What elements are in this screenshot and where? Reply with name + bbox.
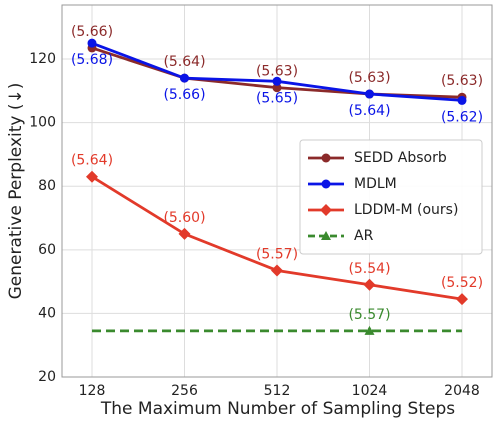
y-tick-label: 60 [38, 242, 56, 258]
marker [321, 179, 331, 189]
marker [456, 293, 468, 306]
point-label: (5.63) [256, 64, 298, 80]
legend-label: SEDD Absorb [354, 150, 447, 166]
legend-box [299, 139, 483, 255]
x-tick-label: 1024 [352, 383, 388, 399]
marker [363, 278, 376, 291]
point-label: (5.66) [163, 87, 205, 103]
x-axis-label: The Maximum Number of Sampling Steps [100, 399, 455, 419]
marker [364, 325, 375, 335]
marker [178, 227, 191, 240]
point-label: (5.52) [441, 275, 483, 291]
point-label: (5.66) [71, 24, 113, 40]
marker [321, 153, 331, 163]
point-label: (5.60) [163, 210, 205, 226]
x-tick-label: 256 [171, 383, 198, 399]
point-label: (5.63) [441, 73, 483, 89]
point-label: (5.63) [348, 70, 390, 86]
point-label: (5.57) [256, 246, 298, 262]
legend-label: AR [354, 228, 374, 244]
marker [180, 73, 189, 83]
point-label: (5.64) [163, 54, 205, 70]
point-label: (5.64) [348, 103, 390, 119]
point-label: (5.62) [441, 109, 483, 125]
marker [87, 38, 97, 48]
marker [271, 264, 283, 277]
marker [457, 95, 467, 105]
marker [365, 89, 374, 99]
x-tick-label: 2048 [444, 383, 480, 399]
point-label: (5.54) [348, 261, 390, 277]
y-tick-label: 80 [38, 178, 56, 194]
point-label: (5.57) [348, 307, 390, 323]
y-tick-label: 120 [29, 51, 56, 67]
marker [86, 170, 98, 183]
point-label: (5.65) [256, 90, 298, 106]
marker [321, 231, 331, 240]
x-tick-label: 512 [264, 383, 291, 399]
marker [272, 83, 282, 93]
y-tick-label: 40 [38, 305, 56, 321]
legend-label: LDDM-M (ours) [354, 202, 458, 218]
marker [272, 76, 282, 86]
y-tick-label: 100 [29, 115, 56, 131]
point-label: (5.64) [71, 153, 113, 169]
point-label: (5.68) [71, 52, 113, 68]
marker [320, 204, 332, 216]
x-tick-label: 128 [79, 383, 106, 399]
y-tick-label: 20 [38, 369, 56, 385]
legend-label: MDLM [354, 176, 397, 192]
y-axis-label: Generative Perplexity (↓) [6, 83, 26, 300]
plot-frame [61, 4, 493, 378]
